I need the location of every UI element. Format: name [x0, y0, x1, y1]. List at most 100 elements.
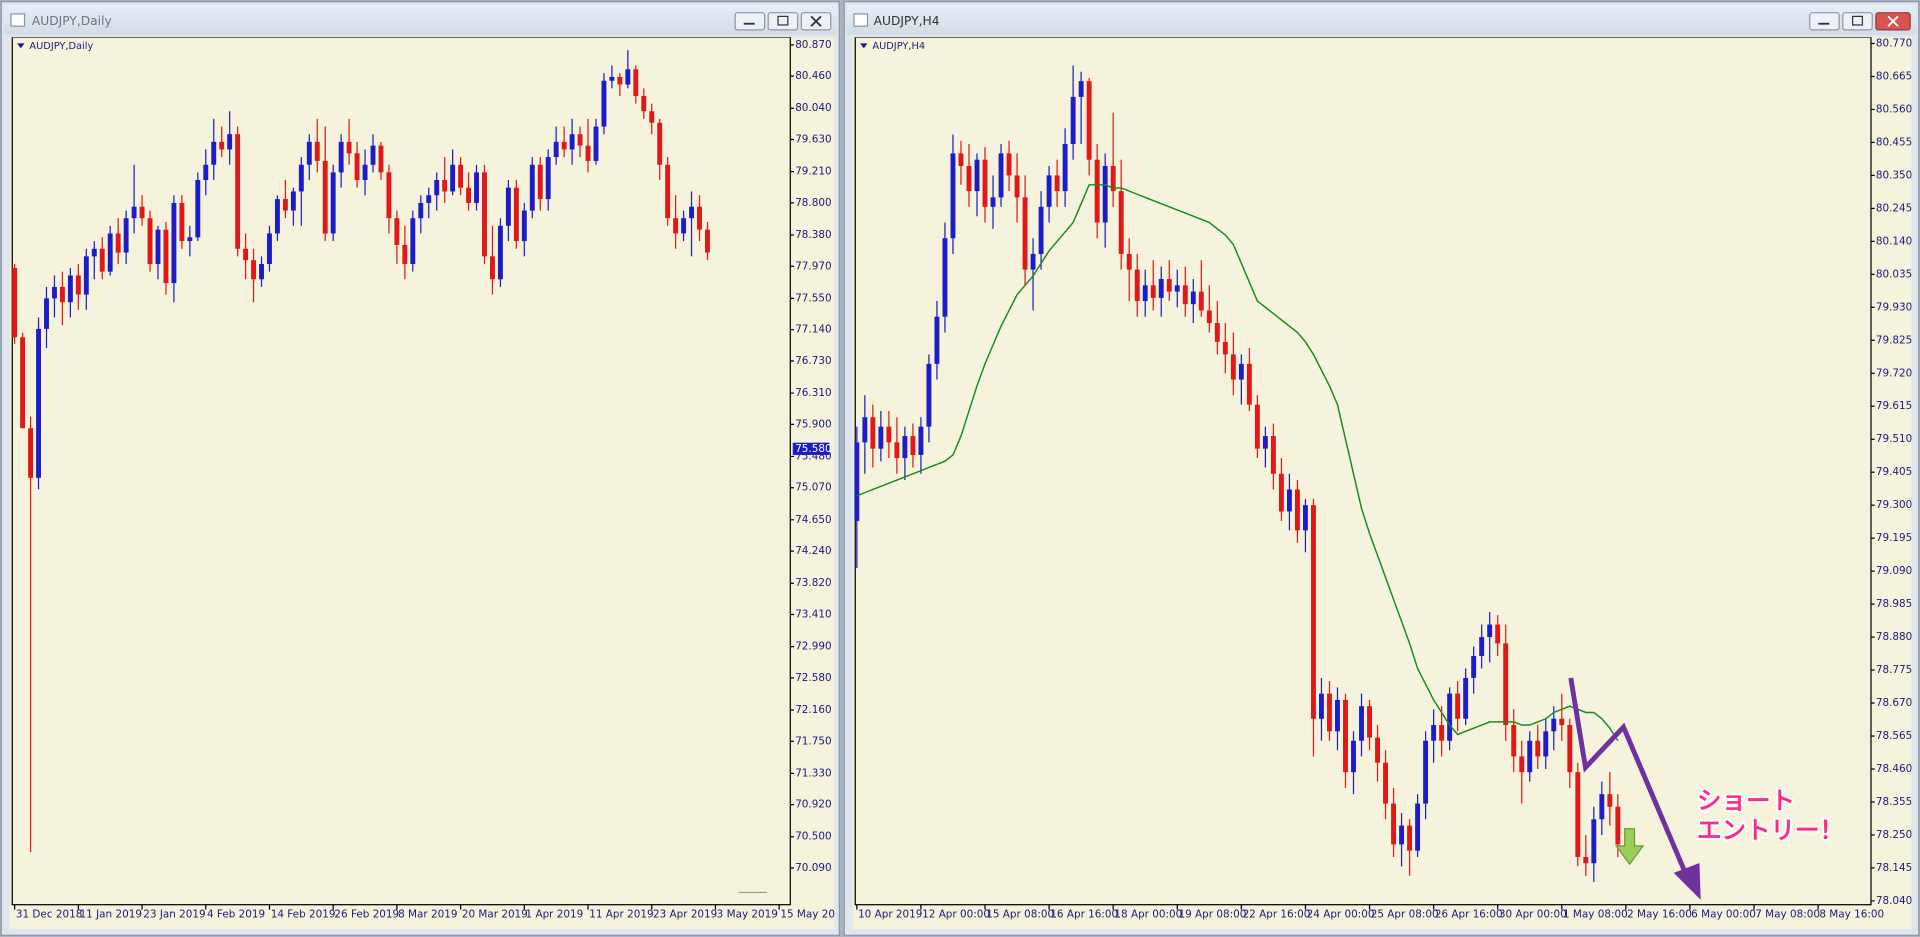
y-tick-label: 79.510: [1876, 433, 1912, 445]
candle-body: [521, 210, 527, 242]
candle-body: [163, 229, 169, 284]
candle-body: [1286, 489, 1292, 512]
y-tick-label: 70.500: [795, 831, 831, 843]
candle-body: [1006, 153, 1012, 176]
x-tick-label: 19 Apr 08:00: [1178, 908, 1246, 920]
candle-body: [1150, 285, 1156, 298]
candle-body: [1134, 269, 1140, 302]
candle-body: [474, 172, 479, 203]
chart: AUDJPY,H4 80.770 80.665 80.560 80.455 80.350…: [854, 37, 1912, 920]
candle-body: [1463, 677, 1469, 719]
y-tick-label: 79.210: [795, 166, 831, 178]
candle-body: [918, 426, 924, 455]
candle-body: [1166, 279, 1172, 292]
y-tick-label: 79.405: [1876, 466, 1912, 478]
candle-body: [243, 248, 249, 261]
candle-body: [585, 145, 591, 161]
y-tick-label: 79.300: [1876, 499, 1912, 511]
candle-body: [203, 164, 209, 181]
candle-body: [12, 267, 18, 338]
y-tick-label: 80.455: [1876, 136, 1912, 148]
restore-button[interactable]: [1842, 12, 1873, 31]
candle-body: [1030, 253, 1036, 270]
candle-body: [466, 187, 472, 203]
restore-button[interactable]: [767, 12, 799, 31]
y-tick-label: 74.240: [795, 545, 831, 557]
candle-body: [426, 195, 432, 203]
candle-body: [354, 153, 360, 181]
candle-body: [155, 229, 161, 265]
y-tick-label: 76.730: [795, 355, 831, 367]
candle-body: [1519, 756, 1525, 773]
candle-body: [902, 436, 908, 459]
trend-arrow: [1568, 677, 1691, 882]
y-tick-label: 80.040: [795, 102, 831, 114]
candle-body: [1383, 762, 1388, 804]
candle-body: [20, 337, 26, 429]
candle-body: [1214, 323, 1220, 342]
candle-body: [633, 69, 639, 97]
window-icon: [853, 13, 869, 27]
candle-body: [370, 145, 376, 165]
candle-body: [59, 286, 65, 303]
minimize-button[interactable]: [734, 12, 766, 31]
x-tick-label: 16 Apr 16:00: [1050, 908, 1118, 920]
candle-body: [386, 172, 392, 219]
y-tick-label: 76.310: [795, 387, 831, 399]
window-icon: [10, 13, 26, 27]
price-label-box: [792, 442, 830, 455]
candle-body: [1575, 772, 1581, 857]
x-tick-label: 1 May 08:00: [1563, 908, 1628, 920]
y-tick-label: 80.665: [1876, 70, 1912, 82]
y-tick-label: 75.900: [795, 418, 831, 430]
window-buttons[interactable]: [734, 12, 832, 31]
x-tick-label: 10 Apr 2019: [858, 908, 922, 920]
x-tick-label: 22 Apr 16:00: [1243, 908, 1311, 920]
candle-body: [1222, 341, 1228, 355]
candle-body: [1046, 175, 1052, 207]
x-tick-label: 8 May 16:00: [1819, 908, 1884, 920]
candle-body: [593, 126, 599, 161]
candle-body: [1487, 624, 1493, 638]
candle-body: [36, 328, 41, 478]
y-tick-label: 77.140: [795, 324, 831, 336]
candle-body: [402, 244, 408, 265]
x-tick-label: 24 Apr 00:00: [1307, 908, 1375, 920]
candle-body: [139, 206, 145, 219]
candle-body: [553, 141, 559, 158]
candle-body: [974, 159, 980, 192]
y-tick-label: 72.160: [795, 704, 831, 716]
candle-body: [1142, 285, 1148, 302]
candle-body: [298, 164, 304, 192]
candle-body: [1230, 354, 1236, 380]
candle-body: [251, 260, 257, 280]
candle-body: [1198, 291, 1204, 311]
x-tick-label: 12 Apr 00:00: [922, 908, 990, 920]
candle-body: [330, 172, 336, 234]
candle-body: [1559, 718, 1565, 726]
candle-body: [1343, 699, 1348, 773]
annotation-text: ショート: [1697, 786, 1795, 815]
candle-body: [394, 218, 400, 245]
candle-body: [1527, 740, 1533, 773]
window-buttons[interactable]: [1809, 12, 1911, 31]
chart-label: AUDJPY,H4: [872, 41, 925, 52]
candle-body: [641, 96, 647, 112]
candle-body: [1110, 165, 1116, 192]
minimize-button[interactable]: [1809, 12, 1840, 31]
candle-body: [958, 153, 964, 166]
y-tick-label: 78.380: [795, 229, 831, 241]
candle-body: [1583, 856, 1589, 864]
candle-body: [1495, 624, 1501, 644]
candle-body: [1535, 740, 1541, 757]
x-tick-label: 11 Jan 2019: [80, 908, 142, 920]
chart-area: [852, 37, 1912, 930]
title-bar: [846, 5, 1917, 35]
candle-body: [482, 172, 487, 257]
candle-body: [545, 157, 551, 200]
candle-body: [450, 164, 456, 192]
plot-frame: [11, 37, 791, 906]
y-tick-label: 78.565: [1876, 730, 1912, 742]
x-tick-label: 23 Apr 2019: [653, 908, 717, 920]
candle-body: [1126, 253, 1132, 270]
